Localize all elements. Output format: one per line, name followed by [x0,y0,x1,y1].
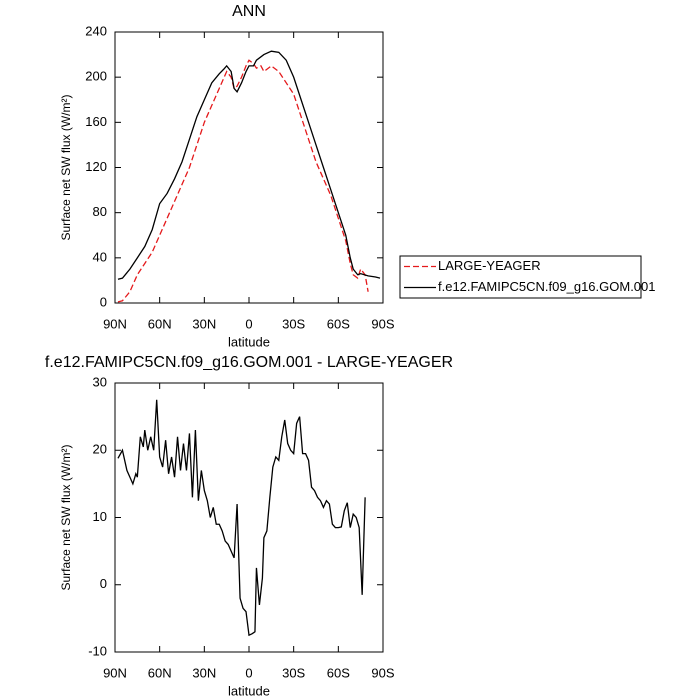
y-tick-label: 160 [85,114,107,129]
y-tick-label: 80 [93,204,107,219]
y-tick-label: 10 [93,509,107,524]
y-tick-label: 200 [85,69,107,84]
x-axis-label: latitude [228,683,270,698]
chart-title: ANN [232,3,266,20]
x-tick-label: 30N [192,665,216,680]
chart-title: f.e12.FAMIPC5CN.f09_g16.GOM.001 - LARGE-… [45,354,453,371]
x-tick-label: 90S [371,665,394,680]
series-line [117,399,366,637]
x-tick-label: 0 [245,665,252,680]
x-tick-label: 30S [282,316,305,331]
x-tick-label: 90N [103,665,127,680]
plot-frame [114,31,384,304]
y-tick-label: 240 [85,23,107,38]
y-axis-label: Surface net SW flux (W/m²) [59,94,73,240]
x-tick-label: 60N [148,316,172,331]
legend-label: LARGE-YEAGER [438,258,541,273]
plot-frame [114,382,384,653]
series-line [117,50,381,280]
legend-label: f.e12.FAMIPC5CN.f09_g16.GOM.001 [438,279,656,294]
y-tick-label: 20 [93,442,107,457]
x-axis-label: latitude [228,334,270,349]
x-tick-label: 30S [282,665,305,680]
y-axis-label: Surface net SW flux (W/m²) [59,444,73,590]
x-tick-label: 90N [103,316,127,331]
y-tick-label: 0 [100,576,107,591]
x-tick-label: 30N [192,316,216,331]
x-tick-label: 60N [148,665,172,680]
y-tick-label: -10 [88,643,107,658]
y-tick-label: 30 [93,374,107,389]
series-line [117,59,369,303]
x-tick-label: 90S [371,316,394,331]
legend-frame [399,255,642,299]
y-tick-label: 0 [100,294,107,309]
y-tick-label: 40 [93,249,107,264]
x-tick-label: 60S [327,316,350,331]
x-tick-label: 60S [327,665,350,680]
x-tick-label: 0 [245,316,252,331]
y-tick-label: 120 [85,159,107,174]
